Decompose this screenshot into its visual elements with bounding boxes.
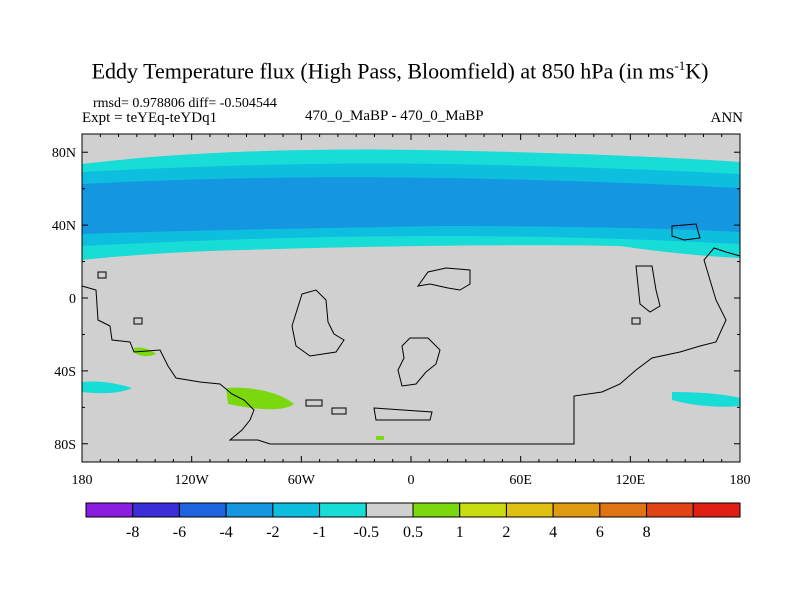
experiment-label: Expt = teYEq-teYDq1 (82, 110, 218, 126)
colorbar-label: 0.5 (403, 524, 423, 541)
colorbar-swatch (412, 502, 461, 518)
x-tick-label: 180 (72, 473, 93, 488)
y-tick-label: 40N (52, 219, 76, 234)
axis-ticks: 80N 40N 0 40S 80S 180 120W 60W 0 60E 120E 180 (52, 134, 751, 488)
colorbar-swatch (692, 502, 741, 518)
colorbar-swatch (552, 502, 601, 518)
colorbar-label: -2 (266, 524, 279, 541)
x-tick-label: 60W (288, 473, 316, 488)
colorbar-label: 8 (643, 524, 651, 541)
map-title: Eddy Temperature flux (High Pass, Bloomf… (91, 58, 709, 84)
colorbar-swatch (132, 502, 180, 518)
colorbar-swatch (272, 502, 321, 518)
colorbar-label: 6 (596, 524, 604, 541)
colorbar-swatch (365, 502, 414, 518)
colorbar-swatch (599, 502, 648, 518)
x-tick-label: 60E (509, 473, 532, 488)
coastlines (81, 223, 741, 445)
colorbar-label: 1 (456, 524, 464, 541)
colorbar-swatch (646, 502, 694, 518)
colorbar-swatch (319, 502, 367, 518)
colorbar-label: -0.5 (354, 524, 379, 541)
x-tick-label: 0 (408, 473, 415, 488)
stats-label: rmsd= 0.978806 diff= -0.504544 (93, 96, 277, 111)
y-tick-label: 80N (52, 146, 76, 161)
contour-patch-south-4 (134, 347, 156, 357)
y-tick-label: 80S (54, 438, 76, 453)
colorbar-swatch (178, 502, 227, 518)
season-label: ANN (710, 110, 744, 126)
y-tick-label: 40S (54, 365, 76, 380)
colorbar-label: -8 (126, 524, 139, 541)
colorbar-label: -4 (219, 524, 232, 541)
colorbar-label: 2 (502, 524, 510, 541)
contour-patch-south-5 (376, 436, 384, 440)
x-tick-label: 120E (616, 473, 646, 488)
colorbar-swatch (459, 502, 507, 518)
map-panel (81, 133, 741, 463)
colorbar-label: 4 (549, 524, 557, 541)
x-tick-label: 120W (175, 473, 210, 488)
colorbar-label: -1 (313, 524, 326, 541)
contour-patch-south-2 (672, 392, 740, 407)
colorbar-swatch (85, 502, 134, 518)
contour-patch-south-1 (82, 381, 132, 394)
colorbar-swatch (225, 502, 274, 518)
contour-band-dark (82, 177, 740, 234)
contour-patch-south-3 (226, 387, 294, 410)
y-tick-label: 0 (69, 292, 76, 307)
colorbar-label: -6 (173, 524, 186, 541)
case-label: 470_0_MaBP - 470_0_MaBP (305, 108, 484, 124)
colorbar-swatch (505, 502, 554, 518)
colorbar: -8 -6 -4 -2 -1 -0.5 0.5 1 2 4 6 8 (85, 502, 741, 541)
x-tick-label: 180 (730, 473, 751, 488)
